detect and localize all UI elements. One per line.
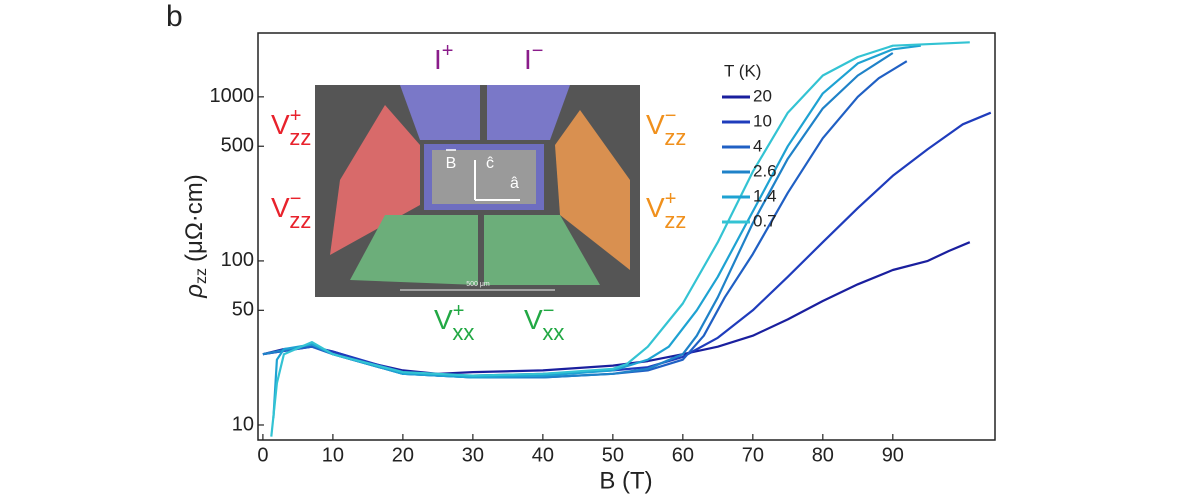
inset-label-main: V: [434, 304, 453, 335]
x-tick-label: 0: [257, 444, 268, 466]
inset-label-sup: −: [290, 188, 302, 210]
axis-b-label: B: [446, 155, 457, 172]
pad: [484, 215, 600, 285]
inset-label-main: V: [646, 109, 665, 140]
inset-label-sup: +: [665, 188, 677, 210]
legend-label: 2.6: [753, 161, 777, 180]
y-tick-label: 50: [232, 299, 254, 321]
series-line: [270, 41, 970, 437]
y-tick-label: 100: [221, 249, 254, 271]
inset-label-sup: +: [453, 300, 465, 322]
inset-label: I−: [524, 40, 543, 75]
y-tick-label: 500: [221, 135, 254, 157]
legend-label: 20: [753, 86, 772, 105]
inset-label: I+: [434, 40, 453, 75]
inset-label-main: V: [271, 192, 290, 223]
pad: [400, 85, 480, 140]
inset-label-sub: zz: [664, 125, 686, 150]
legend-label: 10: [753, 111, 772, 130]
x-tick-label: 30: [462, 444, 484, 466]
inset-label-sup: +: [290, 105, 302, 127]
inset-label: V+ zz: [271, 105, 311, 150]
x-tick-label: 70: [742, 444, 764, 466]
inset-label-sub: zz: [664, 208, 686, 233]
legend-label: 0.7: [753, 211, 777, 230]
x-axis-label: B (T): [599, 467, 652, 494]
scale-bar-label: 500 μm: [466, 281, 490, 288]
x-tick-label: 50: [602, 444, 624, 466]
series-line: [272, 44, 921, 419]
inset-label-main: I: [524, 44, 532, 75]
sample: [432, 150, 536, 204]
inset-label-sub: zz: [289, 208, 311, 233]
inset-label: V+ xx: [434, 300, 474, 345]
inset-label: V+ zz: [646, 188, 686, 233]
legend-title: T (K): [724, 61, 761, 80]
pad: [487, 85, 570, 140]
inset-label-sub: xx: [452, 320, 474, 345]
y-axis-label: ρzz (μΩ·cm): [181, 174, 210, 299]
inset-label-sup: −: [543, 300, 555, 322]
y-label-sub: zz: [193, 268, 210, 284]
inset-label-main: I: [434, 44, 442, 75]
panel-label: b: [166, 0, 183, 33]
x-tick-label: 10: [322, 444, 344, 466]
x-tick-label: 80: [812, 444, 834, 466]
axis-a-label: â: [510, 175, 519, 192]
inset-label: V− xx: [524, 300, 564, 345]
inset-label-sup: −: [665, 105, 677, 127]
y-label-symbol: ρ: [181, 284, 208, 299]
legend-label: 1.4: [753, 186, 777, 205]
x-tick-label: 90: [882, 444, 904, 466]
axis-c-label: ĉ: [486, 155, 494, 172]
y-tick-label: 10: [232, 413, 254, 435]
inset-label-sub: xx: [542, 320, 564, 345]
inset-label-sup: −: [532, 40, 544, 62]
inset-label-sub: zz: [289, 125, 311, 150]
plot-frame: [257, 32, 996, 441]
inset-label: V− zz: [271, 188, 311, 233]
x-tick-label: 60: [672, 444, 694, 466]
y-label-unit: (μΩ·cm): [181, 174, 208, 262]
inset-label-main: V: [524, 304, 543, 335]
pad: [350, 215, 478, 285]
inset-label: V− zz: [646, 105, 686, 150]
inset: B ĉ â 500 μm: [315, 85, 640, 297]
inset-label-sup: +: [442, 40, 454, 62]
x-tick-label: 20: [392, 444, 414, 466]
pad: [555, 110, 630, 270]
legend-label: 4: [753, 136, 762, 155]
y-tick-label: 1000: [210, 85, 255, 107]
x-tick-label: 40: [532, 444, 554, 466]
inset-label-main: V: [646, 192, 665, 223]
inset-label-main: V: [271, 109, 290, 140]
